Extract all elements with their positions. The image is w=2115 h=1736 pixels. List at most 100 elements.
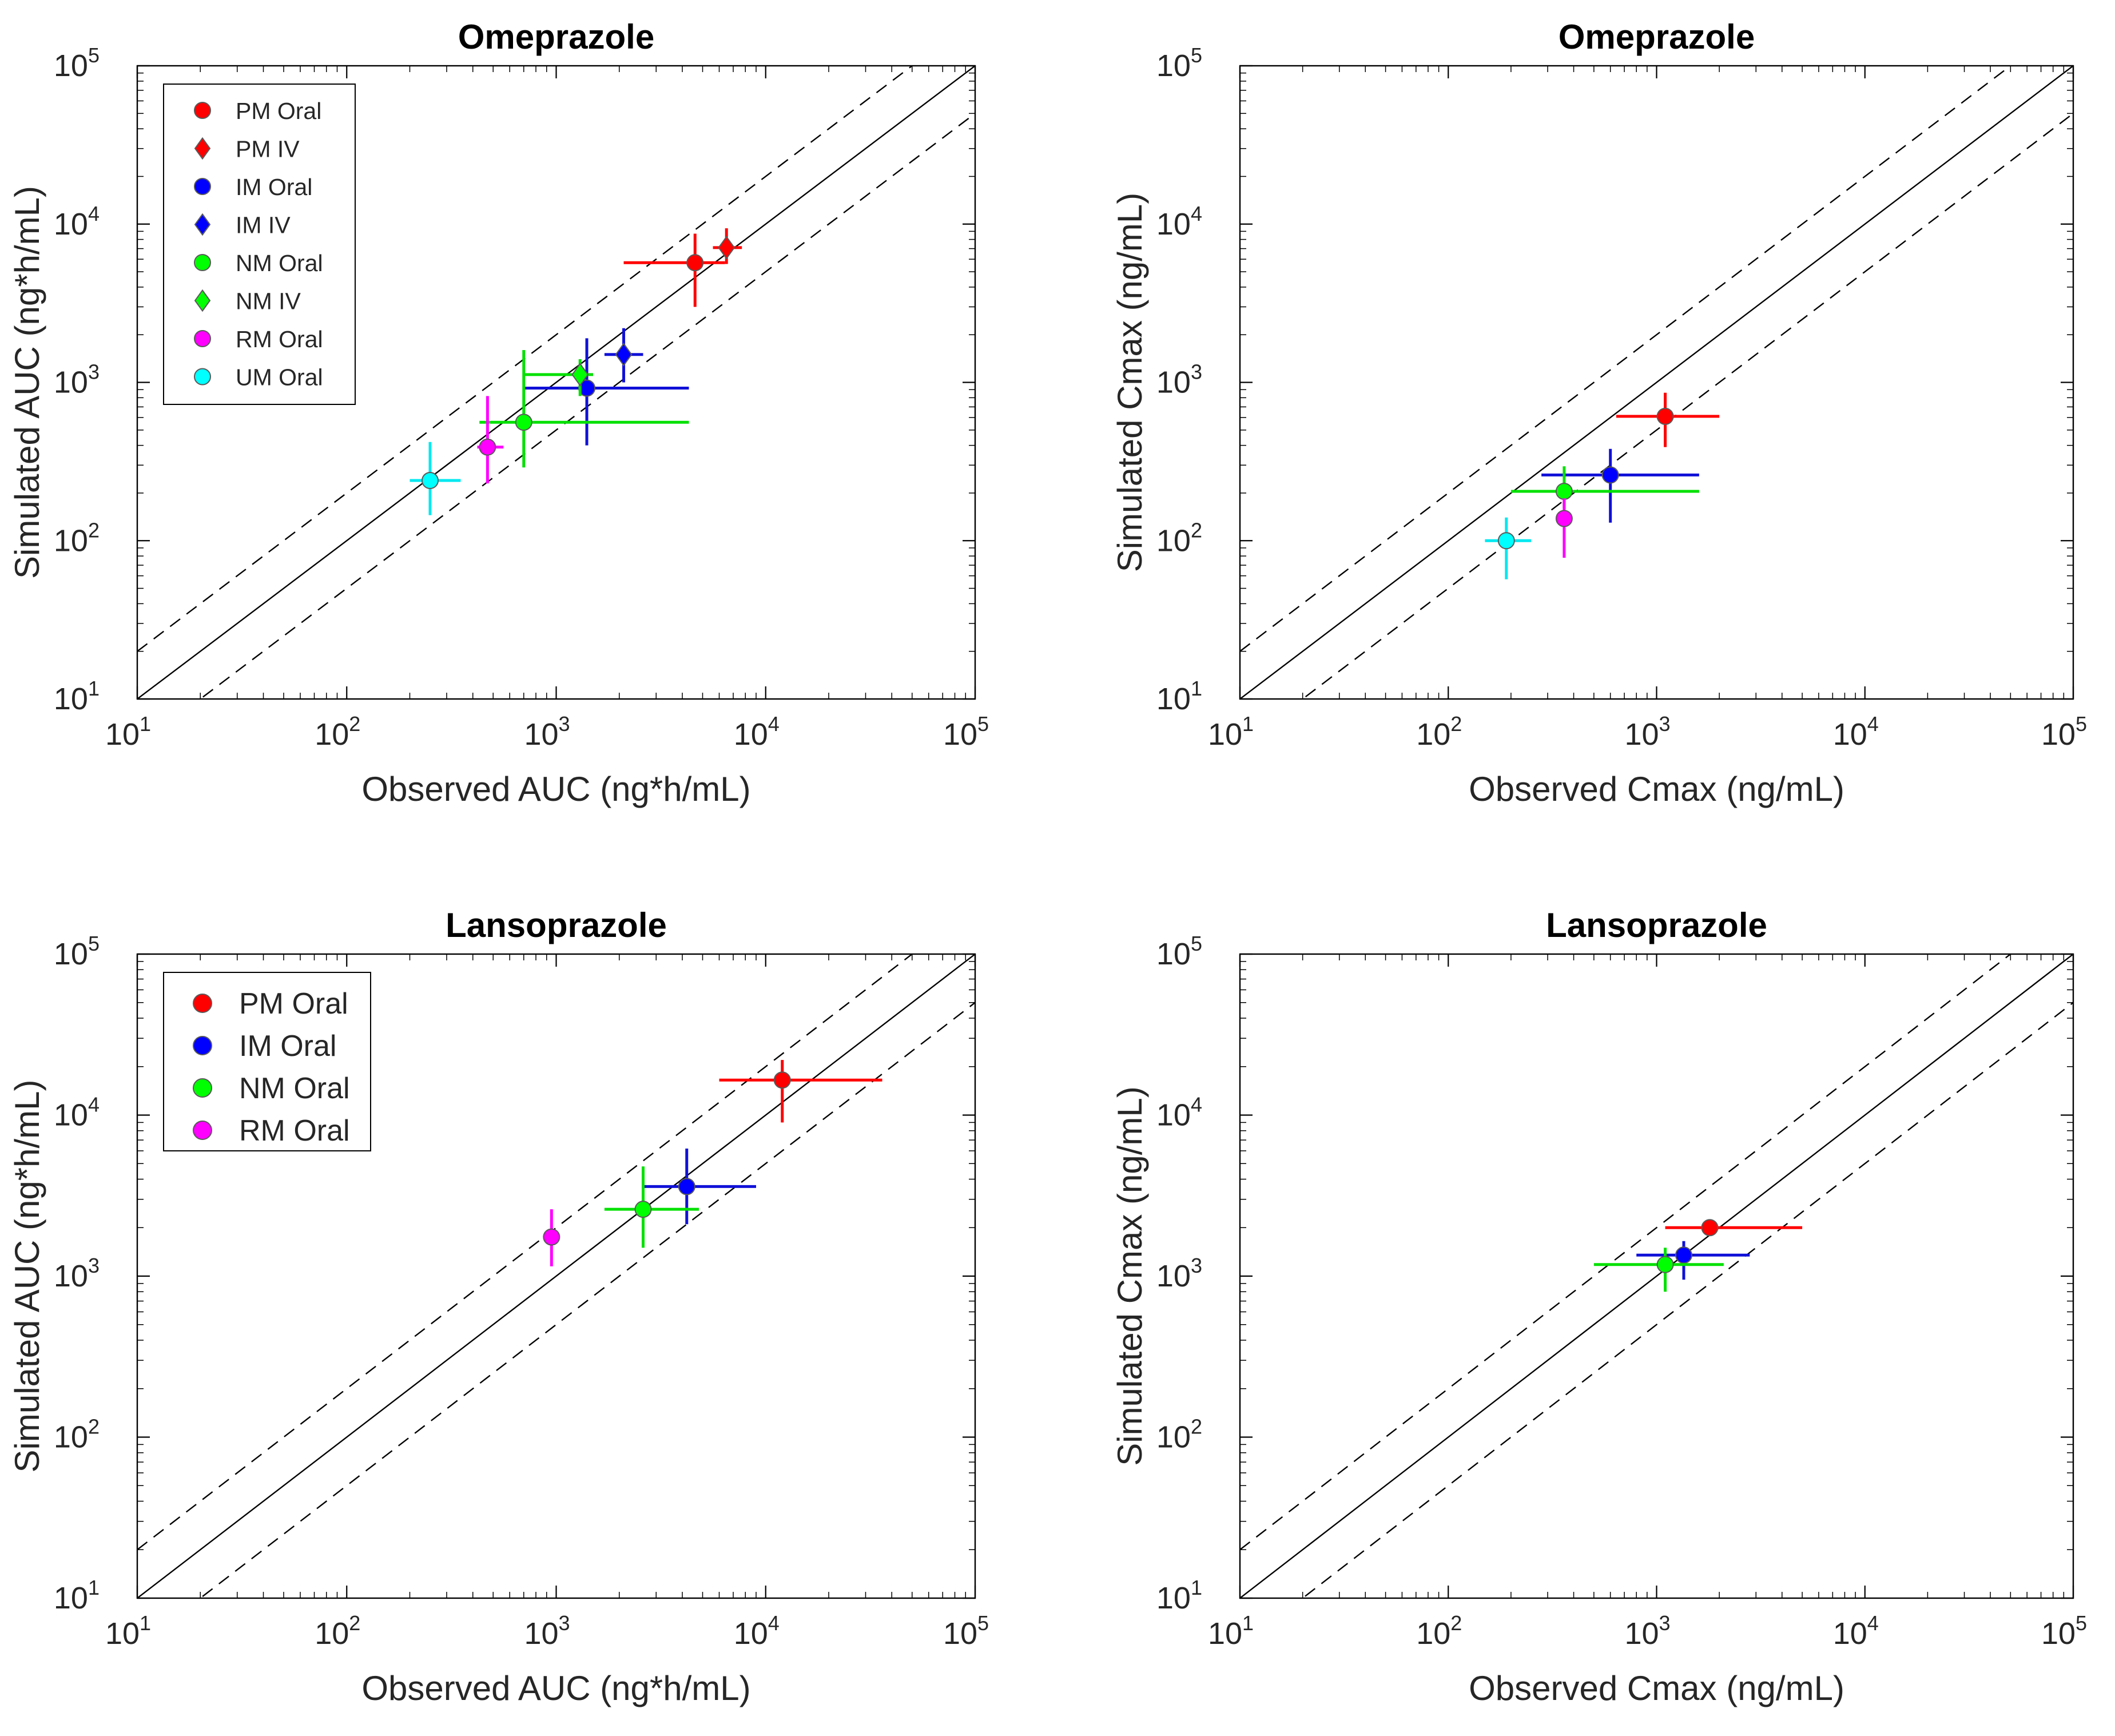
- x-tick-label: 101: [105, 1611, 151, 1651]
- tick-exponent: 1: [88, 677, 100, 700]
- axes-box: [136, 953, 976, 1599]
- y-tick-label: 103: [54, 1254, 100, 1293]
- lower-fold-line: [1301, 113, 2073, 699]
- upper-fold-line: [1240, 954, 2012, 1551]
- legend-label: IM Oral: [239, 1030, 336, 1063]
- circle-marker: [479, 438, 496, 456]
- tick-base: 10: [524, 717, 558, 752]
- data-point-im-circle: [523, 338, 689, 446]
- legend-circle-marker: [193, 1078, 212, 1098]
- legend-circle-marker: [193, 1121, 212, 1140]
- legend-circle-marker: [193, 1036, 212, 1055]
- unity-line: [1240, 66, 2073, 699]
- tick-exponent: 4: [768, 1611, 780, 1635]
- legend-label: RM Oral: [239, 1114, 350, 1147]
- x-axis-label: Observed AUC (ng*h/mL): [361, 1669, 750, 1707]
- reference-lines: [137, 954, 975, 1598]
- x-tick-label: 104: [1833, 1611, 1879, 1651]
- tick-exponent: 4: [1867, 1611, 1879, 1635]
- tick-base: 10: [1416, 717, 1450, 752]
- legend-circle-marker: [194, 178, 211, 195]
- unity-line: [137, 66, 975, 699]
- x-tick-label: 102: [1416, 1611, 1462, 1651]
- y-tick-label: 104: [54, 202, 100, 241]
- y-tick-label: 103: [1156, 1254, 1202, 1293]
- circle-marker: [1675, 1246, 1692, 1264]
- tick-exponent: 2: [349, 1611, 360, 1635]
- y-tick-label: 105: [1156, 43, 1202, 83]
- circle-marker: [543, 1228, 560, 1246]
- tick-base: 10: [2041, 717, 2076, 752]
- legend-label: NM IV: [236, 288, 301, 315]
- y-tick-label: 104: [1156, 202, 1202, 241]
- legend-entry-nm-diamond: NM IV: [194, 288, 301, 315]
- tick-base: 10: [54, 1259, 88, 1293]
- y-tick-label: 102: [54, 1415, 100, 1455]
- tick-exponent: 5: [88, 43, 100, 67]
- data-points: [1593, 1219, 1803, 1292]
- x-tick-label: 104: [1833, 712, 1879, 752]
- tick-exponent: 1: [88, 1576, 100, 1599]
- tick-exponent: 4: [88, 1093, 100, 1117]
- data-point-im-circle: [1636, 1241, 1750, 1280]
- tick-base: 10: [54, 1098, 88, 1133]
- legend-entry-pm-circle: PM Oral: [194, 98, 321, 124]
- tick-exponent: 4: [1867, 712, 1879, 736]
- data-point-im-circle: [1541, 448, 1699, 523]
- legend-circle-marker: [194, 330, 211, 347]
- tick-exponent: 2: [1191, 1415, 1202, 1439]
- y-tick-label: 102: [1156, 1415, 1202, 1455]
- tick-exponent: 3: [559, 712, 570, 736]
- diamond-marker: [615, 343, 633, 367]
- tick-exponent: 2: [1191, 518, 1202, 542]
- tick-base: 10: [734, 717, 768, 752]
- legend-entry-nm-circle: NM Oral: [194, 250, 323, 276]
- upper-fold-line: [1240, 66, 2012, 652]
- chart-title: Lansoprazole: [1546, 906, 1767, 944]
- tick-exponent: 5: [1191, 932, 1202, 955]
- y-tick-label: 105: [54, 932, 100, 971]
- y-axis-label: Simulated Cmax (ng/mL): [1111, 193, 1149, 573]
- tick-base: 10: [1156, 49, 1191, 83]
- tick-base: 10: [1156, 1098, 1191, 1133]
- tick-exponent: 3: [1191, 1254, 1202, 1277]
- tick-exponent: 5: [2076, 712, 2087, 736]
- diamond-marker: [718, 236, 736, 260]
- tick-exponent: 3: [88, 1254, 100, 1277]
- tick-exponent: 2: [88, 1415, 100, 1439]
- circle-marker: [1601, 466, 1619, 484]
- tick-base: 10: [105, 1616, 140, 1651]
- legend-entry-im-circle: IM Oral: [193, 1030, 336, 1063]
- lower-fold-line: [1301, 1002, 2073, 1598]
- circle-marker: [421, 472, 439, 490]
- data-point-rm-circle: [477, 396, 504, 484]
- circle-marker: [1656, 407, 1674, 425]
- tick-exponent: 1: [1191, 677, 1202, 700]
- tick-base: 10: [1416, 1616, 1450, 1651]
- chart-title: Lansoprazole: [446, 906, 667, 944]
- data-point-nm-circle: [479, 350, 689, 468]
- data-point-um-circle: [410, 442, 461, 515]
- tick-exponent: 4: [768, 712, 780, 736]
- tick-exponent: 2: [349, 712, 360, 736]
- tick-exponent: 4: [1191, 202, 1202, 225]
- y-tick-label: 102: [54, 518, 100, 558]
- data-points: [410, 228, 742, 515]
- chart-title: Omeprazole: [458, 18, 654, 56]
- y-tick-label: 102: [1156, 518, 1202, 558]
- tick-exponent: 3: [1659, 712, 1671, 736]
- tick-exponent: 3: [88, 360, 100, 384]
- x-axis-label: Observed Cmax (ng/mL): [1469, 1669, 1844, 1707]
- y-tick-label: 104: [1156, 1093, 1202, 1133]
- x-tick-label: 105: [2041, 712, 2087, 752]
- unity-line: [137, 954, 975, 1598]
- tick-base: 10: [1156, 366, 1191, 400]
- x-tick-label: 102: [1416, 712, 1462, 752]
- legend-label: PM Oral: [236, 98, 321, 124]
- tick-exponent: 5: [88, 932, 100, 955]
- legend-entry-pm-circle: PM Oral: [193, 987, 348, 1020]
- legend-label: UM Oral: [236, 364, 323, 391]
- data-points: [543, 1060, 882, 1266]
- circle-marker: [1555, 482, 1573, 500]
